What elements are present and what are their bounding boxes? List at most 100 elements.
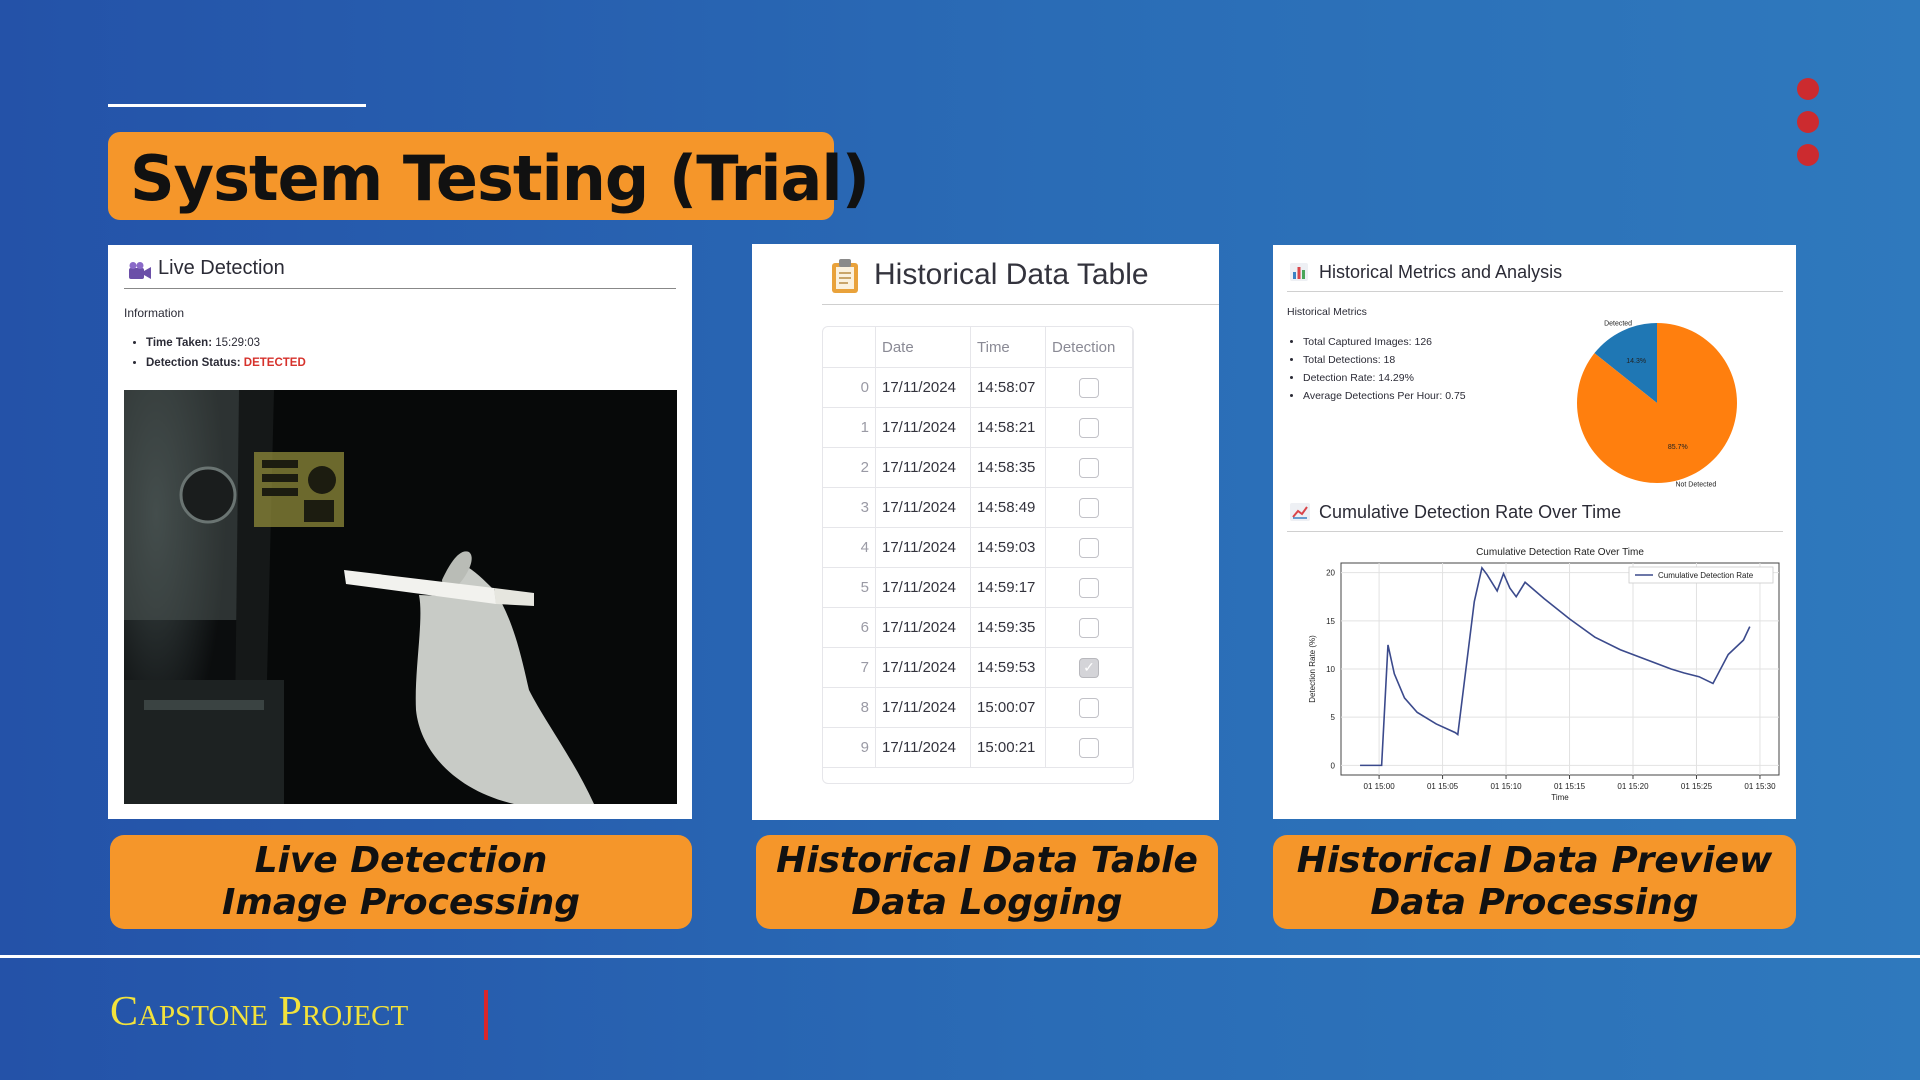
row-date: 17/11/2024: [875, 727, 971, 768]
x-tick-label: 01 15:00: [1364, 782, 1396, 791]
table-row[interactable]: 8 17/11/2024 15:00:07: [823, 687, 1133, 728]
menu-dot-icon: [1797, 111, 1819, 133]
row-index: 9: [823, 727, 876, 768]
cumulative-line-chart: Cumulative Detection Rate Over Time 0 5 10 1…: [1308, 547, 1780, 802]
table-row[interactable]: 4 17/11/2024 14:59:03: [823, 527, 1133, 568]
list-item: Time Taken: 15:29:03: [146, 337, 306, 349]
metrics-title: Historical Metrics and Analysis: [1319, 262, 1563, 282]
caption-historical-table: Historical Data Table Data Logging: [756, 835, 1218, 929]
detection-status-value: DETECTED: [243, 357, 306, 369]
x-axis-label: Time: [1551, 793, 1569, 802]
detection-pie-chart: 14.3% Detected 85.7% Not Detected: [1577, 320, 1737, 487]
row-time: 14:59:53: [970, 647, 1046, 688]
row-date: 17/11/2024: [875, 447, 971, 488]
bar-chart-icon: [1290, 263, 1308, 281]
table-row[interactable]: 5 17/11/2024 14:59:17: [823, 567, 1133, 608]
detection-checkbox[interactable]: [1079, 737, 1099, 758]
list-item: Total Detections: 18: [1303, 354, 1466, 366]
row-index: 0: [823, 367, 876, 408]
row-time: 14:59:35: [970, 607, 1046, 648]
table-row[interactable]: 3 17/11/2024 14:58:49: [823, 487, 1133, 528]
row-time: 14:58:35: [970, 447, 1046, 488]
camera-frame-image: [124, 390, 677, 804]
row-detection: [1045, 727, 1133, 768]
menu-dot-icon: [1797, 144, 1819, 166]
pie-value-label: 14.3%: [1626, 358, 1646, 365]
column-header-index[interactable]: [823, 327, 876, 368]
row-date: 17/11/2024: [875, 487, 971, 528]
detection-checkbox[interactable]: [1079, 497, 1099, 518]
detection-checkbox[interactable]: [1079, 537, 1099, 558]
row-detection: [1045, 367, 1133, 408]
row-index: 6: [823, 607, 876, 648]
list-item: Total Captured Images: 126: [1303, 336, 1466, 348]
row-time: 14:59:03: [970, 527, 1046, 568]
pie-slice: [1577, 323, 1737, 483]
caption-line: Data Logging: [851, 882, 1123, 923]
y-tick-label: 0: [1331, 761, 1336, 770]
historical-table-panel: Historical Data Table Date Time Detectio…: [752, 244, 1219, 820]
pie-category-label: Not Detected: [1675, 482, 1716, 487]
information-label: Information: [124, 306, 185, 320]
row-detection: [1045, 527, 1133, 568]
row-date: 17/11/2024: [875, 527, 971, 568]
detection-checkbox[interactable]: [1079, 617, 1099, 638]
caption-line: Historical Data Preview: [1296, 840, 1773, 881]
table-row[interactable]: 7 17/11/2024 14:59:53 ✓: [823, 647, 1133, 688]
list-item: Average Detections Per Hour: 0.75: [1303, 390, 1466, 402]
row-date: 17/11/2024: [875, 687, 971, 728]
detection-checkbox[interactable]: [1079, 377, 1099, 398]
row-date: 17/11/2024: [875, 407, 971, 448]
row-detection: [1045, 407, 1133, 448]
y-tick-label: 20: [1326, 569, 1335, 578]
row-time: 15:00:21: [970, 727, 1046, 768]
table-row[interactable]: 2 17/11/2024 14:58:35: [823, 447, 1133, 488]
column-header-time[interactable]: Time: [970, 327, 1046, 368]
title-banner: System Testing (Trial): [108, 132, 870, 220]
row-time: 14:58:49: [970, 487, 1046, 528]
divider: [1287, 291, 1783, 292]
time-taken-value: 15:29:03: [215, 337, 261, 349]
list-item: Detection Status: DETECTED: [146, 357, 306, 369]
row-date: 17/11/2024: [875, 567, 971, 608]
row-detection: [1045, 487, 1133, 528]
table-row[interactable]: 6 17/11/2024 14:59:35: [823, 607, 1133, 648]
x-tick-label: 01 15:30: [1744, 782, 1776, 791]
detection-checkbox[interactable]: [1079, 577, 1099, 598]
detection-checkbox[interactable]: [1079, 417, 1099, 438]
row-time: 14:58:21: [970, 407, 1046, 448]
detection-checkbox[interactable]: [1079, 457, 1099, 478]
y-axis-label: Detection Rate (%): [1308, 635, 1317, 703]
detection-status-label: Detection Status:: [146, 357, 241, 369]
pie-slice: [1594, 323, 1657, 403]
legend-label: Cumulative Detection Rate: [1658, 571, 1754, 580]
slide-title: System Testing (Trial): [130, 142, 870, 215]
table-header-row: Date Time Detection: [823, 327, 1133, 368]
divider: [1287, 531, 1783, 532]
metrics-list: Total Captured Images: 126 Total Detecti…: [1285, 336, 1466, 408]
divider: [124, 288, 676, 289]
detection-checkbox[interactable]: [1079, 697, 1099, 718]
caption-line: Historical Data Table: [776, 840, 1198, 881]
footer-accent-bar: [484, 990, 488, 1040]
row-detection: [1045, 447, 1133, 488]
list-item: Detection Rate: 14.29%: [1303, 372, 1466, 384]
table-row[interactable]: 1 17/11/2024 14:58:21: [823, 407, 1133, 448]
table-row[interactable]: 0 17/11/2024 14:58:07: [823, 367, 1133, 408]
table-row[interactable]: 9 17/11/2024 15:00:21: [823, 727, 1133, 768]
column-header-date[interactable]: Date: [875, 327, 971, 368]
series-line: [1360, 565, 1751, 767]
caption-historical-preview: Historical Data Preview Data Processing: [1273, 835, 1796, 929]
caption-line: Data Processing: [1370, 882, 1699, 923]
historical-metrics-panel: Historical Metrics and Analysis Historic…: [1273, 245, 1796, 819]
row-index: 8: [823, 687, 876, 728]
clipboard-icon: [832, 259, 858, 293]
row-index: 7: [823, 647, 876, 688]
column-header-detection[interactable]: Detection: [1045, 327, 1133, 368]
detection-checkbox[interactable]: ✓: [1079, 657, 1099, 678]
row-time: 15:00:07: [970, 687, 1046, 728]
row-detection: [1045, 687, 1133, 728]
information-list: Time Taken: 15:29:03 Detection Status: D…: [128, 337, 306, 377]
caption-line: Image Processing: [221, 882, 581, 923]
row-index: 3: [823, 487, 876, 528]
